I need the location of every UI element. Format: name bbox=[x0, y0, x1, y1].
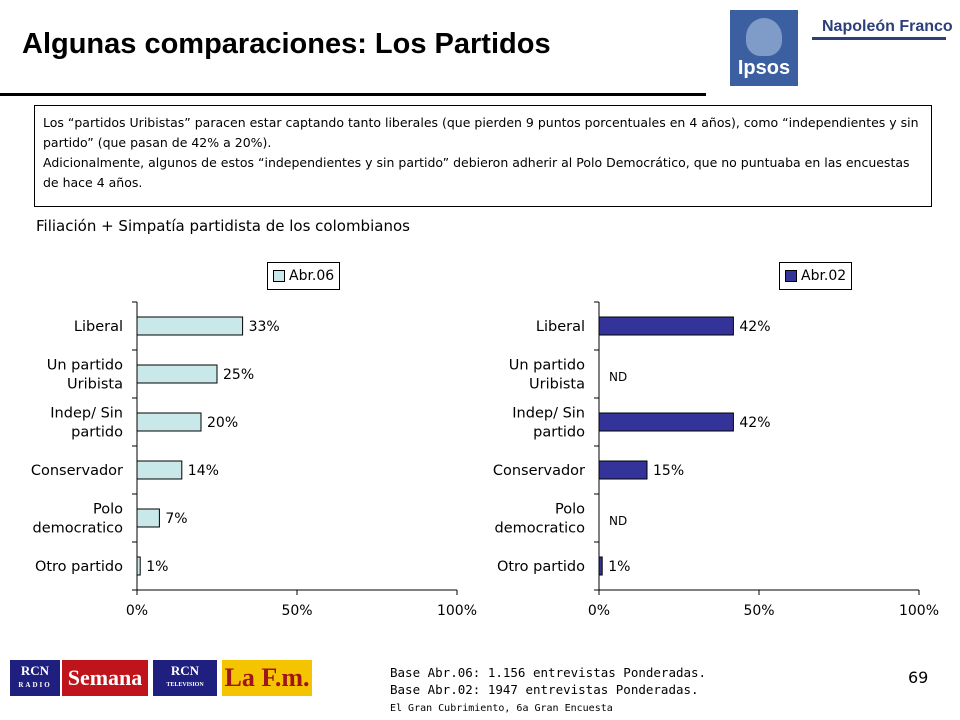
legend-abr06: Abr.06 bbox=[267, 262, 341, 290]
category-label: democratico bbox=[495, 521, 586, 537]
x-tick-label-50pct: 50% bbox=[281, 603, 312, 619]
category-label: Otro partido bbox=[35, 559, 123, 575]
category-label: partido bbox=[533, 425, 585, 441]
x-tick-label-0pct: 0% bbox=[126, 603, 148, 619]
ipsos-logo: Ipsos bbox=[730, 10, 798, 86]
category-label: Indep/ Sin bbox=[512, 406, 585, 422]
survey-footer: El Gran Cubrimiento, 6a Gran Encuesta bbox=[390, 703, 613, 714]
base-note: Base Abr.06: 1.156 entrevistas Ponderada… bbox=[390, 664, 706, 698]
rcn-radio-bottom: RADIO bbox=[18, 681, 52, 689]
legend-label-abr02: Abr.02 bbox=[801, 268, 847, 284]
bar-0-1 bbox=[136, 364, 218, 384]
bar-0-2 bbox=[136, 412, 202, 432]
data-label-nd: ND bbox=[609, 370, 627, 384]
commentary-box: Los “partidos Uribistas” paracen estar c… bbox=[34, 105, 932, 207]
bar-0-4 bbox=[136, 508, 160, 528]
category-label: Liberal bbox=[536, 319, 585, 335]
category-label: Polo bbox=[555, 502, 585, 518]
title-underline bbox=[0, 93, 706, 96]
category-label: Otro partido bbox=[497, 559, 585, 575]
bar-1-3 bbox=[598, 460, 648, 480]
bar-1-5 bbox=[598, 556, 603, 576]
la-fm-logo: La F.m. bbox=[222, 660, 312, 696]
x-tick-label-100pct: 100% bbox=[899, 603, 939, 619]
rcn-radio-logo: RCN RADIO bbox=[10, 660, 60, 696]
data-label: 1% bbox=[146, 559, 168, 575]
data-label: 15% bbox=[653, 463, 684, 479]
category-label: Conservador bbox=[31, 463, 123, 479]
rcn-radio-top: RCN bbox=[20, 663, 50, 678]
category-label: Liberal bbox=[74, 319, 123, 335]
category-label: Un partido bbox=[509, 358, 585, 374]
legend-abr02: Abr.02 bbox=[779, 262, 853, 290]
rcn-tv-logo: RCN TELEVISION bbox=[153, 660, 217, 696]
data-label-nd: ND bbox=[609, 514, 627, 528]
legend-swatch-abr06 bbox=[273, 270, 285, 282]
semana-logo: Semana bbox=[62, 660, 148, 696]
data-label: 20% bbox=[207, 415, 238, 431]
napoleon-franco-underline bbox=[812, 37, 946, 40]
bar-0-3 bbox=[136, 460, 183, 480]
napoleon-franco-logo: Napoleón Franco bbox=[822, 18, 953, 35]
commentary-paragraph-2: Adicionalmente, algunos de estos “indepe… bbox=[43, 155, 910, 190]
bar-chart-abr06: 0% 50% 100% Liberal 33% Un partido Uribista 25%… bbox=[31, 301, 477, 619]
rcn-tv-top: RCN bbox=[170, 663, 200, 678]
data-label: 1% bbox=[608, 559, 630, 575]
category-label: Polo bbox=[93, 502, 123, 518]
bar-1-2 bbox=[598, 412, 734, 432]
x-tick-label-0pct: 0% bbox=[588, 603, 610, 619]
x-tick-label-100pct: 100% bbox=[437, 603, 477, 619]
category-label: Uribista bbox=[67, 377, 123, 393]
category-label: Indep/ Sin bbox=[50, 406, 123, 422]
ipsos-logo-text: Ipsos bbox=[737, 57, 791, 79]
page-number: 69 bbox=[908, 668, 929, 687]
category-label: Conservador bbox=[493, 463, 585, 479]
category-label: Uribista bbox=[529, 377, 585, 393]
bar-0-0 bbox=[136, 316, 244, 336]
data-label: 25% bbox=[223, 367, 254, 383]
rcn-tv-bottom: TELEVISION bbox=[166, 682, 204, 688]
x-tick-label-50pct: 50% bbox=[743, 603, 774, 619]
ipsos-head-icon bbox=[746, 18, 782, 56]
data-label: 14% bbox=[188, 463, 219, 479]
bar-0-5 bbox=[136, 556, 141, 576]
commentary-paragraph-1: Los “partidos Uribistas” paracen estar c… bbox=[43, 115, 919, 150]
data-label: 42% bbox=[739, 415, 770, 431]
base-line-2: Base Abr.02: 1947 entrevistas Ponderadas… bbox=[390, 682, 699, 697]
category-label: partido bbox=[71, 425, 123, 441]
category-label: democratico bbox=[33, 521, 124, 537]
bar-chart-abr02: 0% 50% 100% Liberal 42% Un partido Uribista ND I… bbox=[493, 301, 939, 619]
page-title: Algunas comparaciones: Los Partidos bbox=[22, 28, 551, 60]
data-label: 7% bbox=[165, 511, 187, 527]
data-label: 42% bbox=[739, 319, 770, 335]
base-line-1: Base Abr.06: 1.156 entrevistas Ponderada… bbox=[390, 665, 707, 680]
legend-label-abr06: Abr.06 bbox=[289, 268, 335, 284]
chart-subtitle: Filiación + Simpatía partidista de los c… bbox=[36, 217, 410, 235]
category-label: Un partido bbox=[47, 358, 123, 374]
data-label: 33% bbox=[249, 319, 280, 335]
bar-1-0 bbox=[598, 316, 734, 336]
legend-swatch-abr02 bbox=[785, 270, 797, 282]
